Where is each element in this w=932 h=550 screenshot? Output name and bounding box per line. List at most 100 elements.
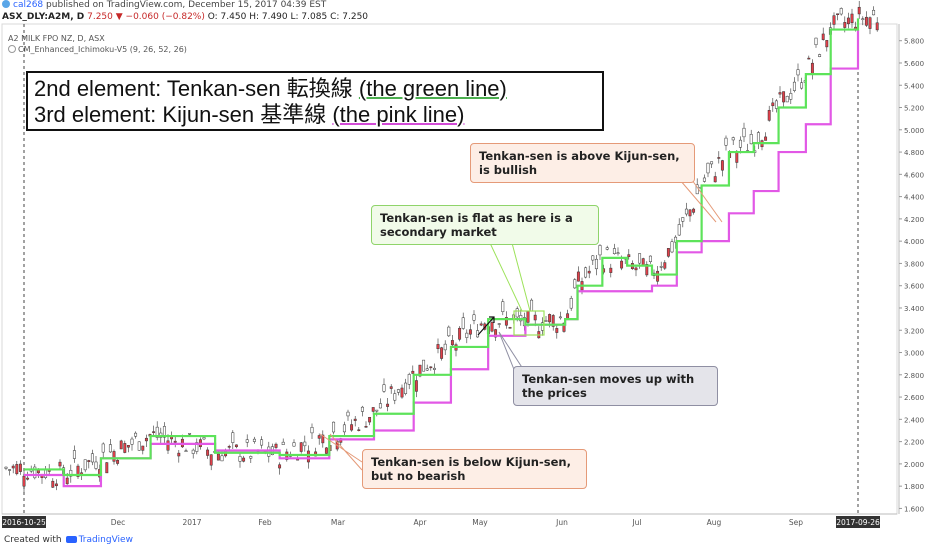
- candle-body: [504, 317, 508, 326]
- candle-body: [137, 441, 141, 451]
- candle-body: [195, 442, 199, 452]
- candle-body: [130, 438, 134, 445]
- candle-body: [576, 271, 580, 282]
- candle-body: [209, 454, 213, 466]
- time-tick-label: v: [40, 518, 45, 527]
- candle-body: [569, 298, 573, 309]
- price-tick-label: 4.800: [904, 149, 924, 157]
- candle-body: [656, 270, 660, 282]
- candle-body: [497, 323, 501, 325]
- moves-callout-pointer: [498, 331, 526, 373]
- symbol-label: ASX_DLY:A2M, D: [2, 12, 85, 22]
- candle-body: [188, 433, 192, 435]
- publisher-name[interactable]: cal268: [13, 0, 44, 10]
- price-tick-label: 1.800: [904, 483, 924, 491]
- time-tick-label: Dec: [111, 518, 126, 527]
- candle-body: [573, 279, 577, 289]
- title-line2-highlight: (the pink line): [332, 102, 465, 127]
- callout-below: Tenkan-sen is below Kijun-sen, but no be…: [362, 449, 587, 489]
- candle-body: [357, 429, 361, 431]
- candle-body: [764, 136, 768, 141]
- open-value: O: 7.450: [207, 12, 247, 22]
- candle-body: [490, 322, 494, 332]
- date-marker-label: 2016-10-25: [2, 518, 46, 527]
- candle-body: [720, 160, 724, 171]
- candle-body: [548, 314, 552, 323]
- candle-body: [162, 426, 166, 438]
- candle-body: [364, 425, 368, 428]
- close-value: C: 7.250: [330, 12, 369, 22]
- candle-body: [87, 460, 91, 463]
- candle-body: [832, 15, 836, 25]
- candle-body: [717, 157, 721, 159]
- candle-body: [378, 403, 382, 409]
- tenkan-sen-line: [24, 18, 860, 477]
- candle-body: [821, 33, 825, 40]
- time-tick-label: Mar: [331, 518, 346, 527]
- visibility-icon[interactable]: [8, 45, 16, 53]
- date-marker-badge: [2, 516, 46, 528]
- candle-body: [368, 416, 372, 423]
- candle-body: [90, 453, 94, 463]
- flat-callout-pointer: [489, 242, 531, 312]
- candle-body: [785, 96, 789, 103]
- candle-body: [450, 340, 454, 346]
- candle-body: [461, 317, 465, 329]
- candle-body: [310, 427, 314, 434]
- candle-body: [436, 344, 440, 350]
- candle-body: [220, 455, 224, 462]
- candle-body: [551, 315, 555, 327]
- candle-body: [666, 248, 670, 257]
- candle-body: [616, 252, 620, 254]
- candle-body: [670, 241, 674, 253]
- candle-body: [558, 316, 562, 319]
- candle-body: [202, 437, 206, 440]
- candle-body: [810, 62, 814, 75]
- candle-body: [533, 314, 537, 321]
- time-tick-label: Jun: [555, 518, 568, 527]
- candle-body: [515, 308, 519, 318]
- candle-body: [612, 248, 616, 255]
- tradingview-link[interactable]: TradingView: [78, 535, 133, 545]
- candle-body: [141, 445, 145, 451]
- candle-body: [598, 245, 602, 256]
- price-tick-label: 5.600: [904, 60, 924, 68]
- candle-body: [292, 442, 296, 447]
- candle-body: [281, 441, 285, 445]
- candle-body: [836, 13, 840, 15]
- candle-body: [278, 464, 282, 469]
- price-tick-label: 5.800: [904, 38, 924, 46]
- candle-body: [544, 320, 548, 322]
- candle-body: [249, 456, 253, 459]
- candle-body: [472, 314, 476, 321]
- candle-body: [231, 432, 235, 443]
- candle-body: [627, 254, 631, 258]
- candle-body: [234, 444, 238, 448]
- candle-body: [396, 389, 400, 393]
- candle-body: [411, 370, 415, 374]
- title-line1-highlight: (the green line): [358, 76, 507, 101]
- candle-body: [119, 440, 123, 450]
- flat-region-box: [513, 310, 545, 336]
- candle-body: [191, 449, 195, 454]
- price-tick-label: 2.000: [904, 461, 924, 469]
- candle-body: [494, 329, 498, 338]
- instrument-name: A2 MILK FPO NZ, D, ASX: [8, 34, 105, 43]
- indicator-name[interactable]: CM_Enhanced_Ichimoku-V5 (9, 26, 52, 26): [18, 45, 187, 54]
- candle-body: [638, 253, 642, 264]
- candle-body: [688, 209, 692, 217]
- price-tick-label: 2.800: [904, 372, 924, 380]
- candle-body: [18, 463, 22, 472]
- candle-body: [33, 466, 37, 479]
- above-callout-pointer: [679, 179, 723, 223]
- price-tick-label: 3.200: [904, 327, 924, 335]
- candle-body: [184, 450, 188, 452]
- below-callout-pointer: [319, 433, 363, 471]
- candle-body: [166, 440, 170, 451]
- candle-body: [346, 411, 350, 417]
- candle-body: [839, 8, 843, 15]
- candle-body: [216, 453, 220, 461]
- price-tick-label: 4.600: [904, 171, 924, 179]
- candle-body: [825, 40, 829, 48]
- candle-body: [706, 162, 710, 174]
